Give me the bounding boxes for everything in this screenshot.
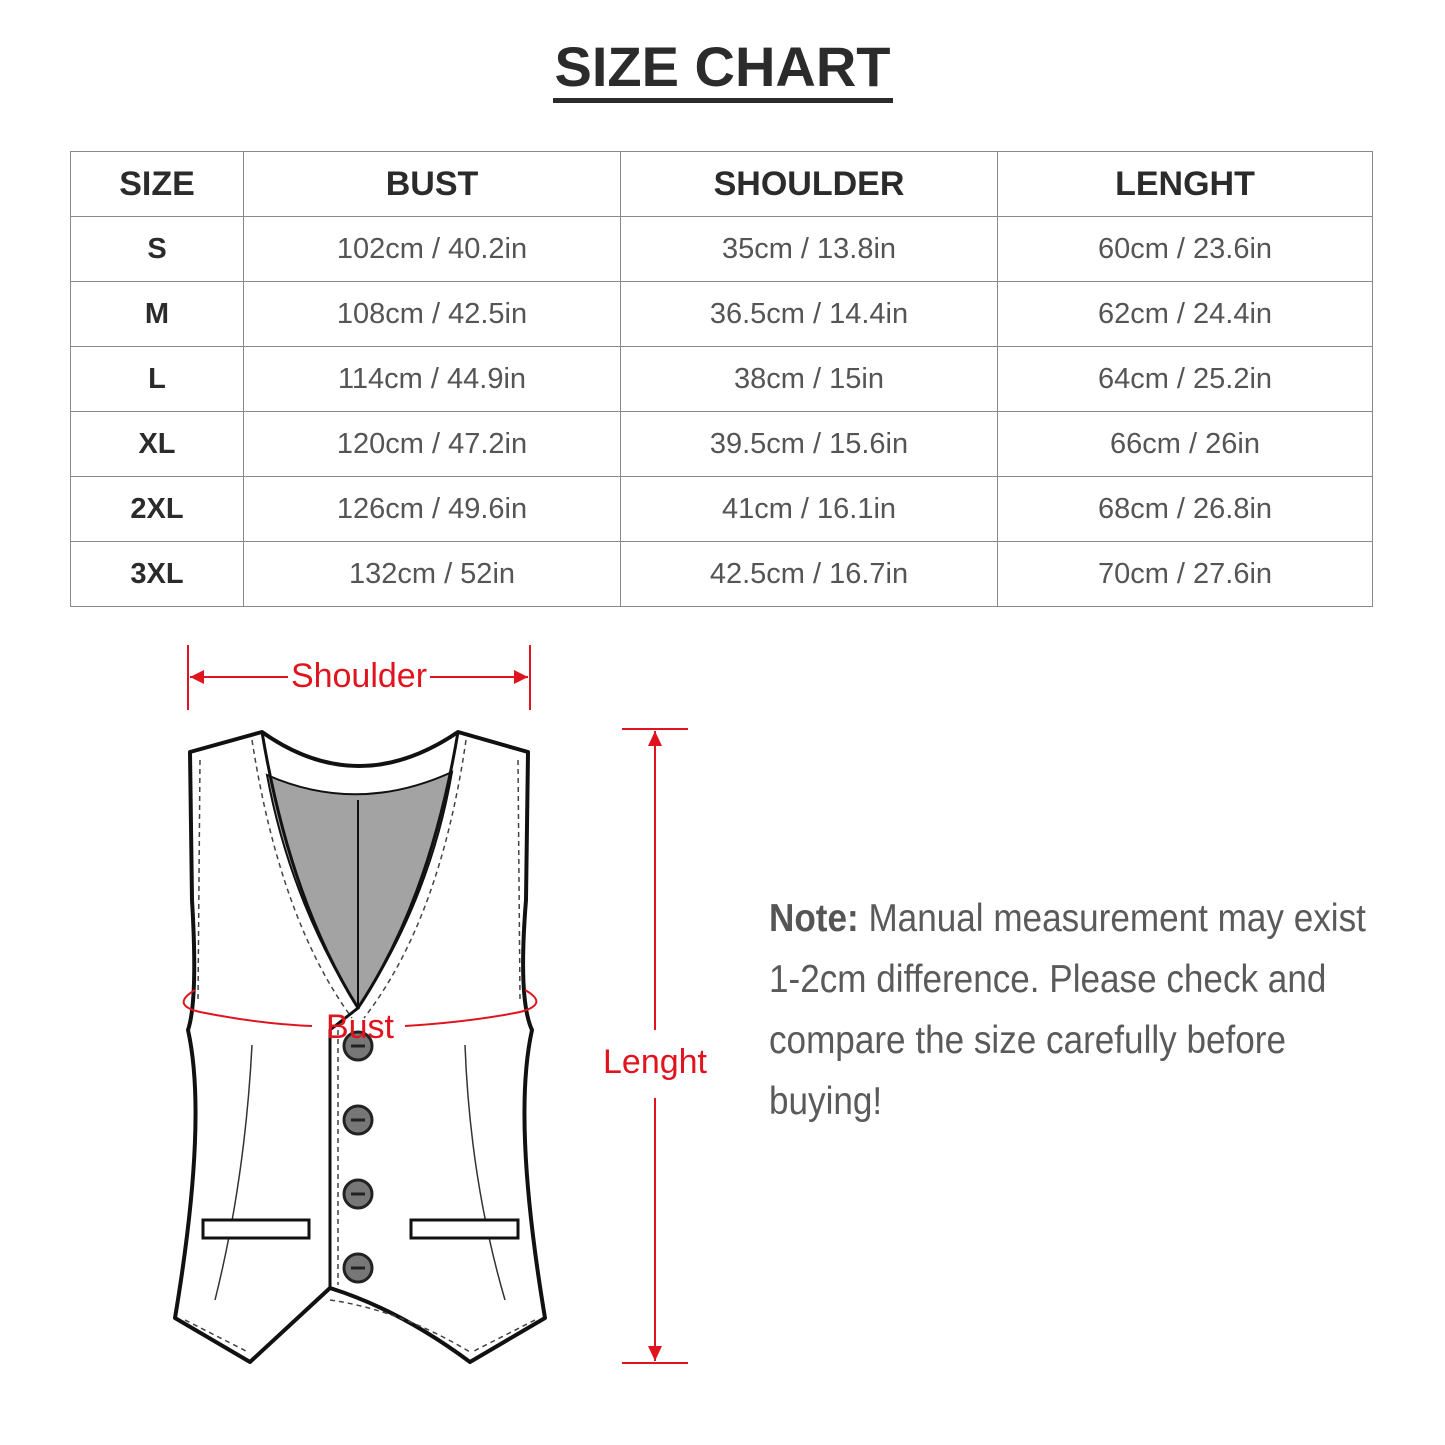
size-table: SIZE BUST SHOULDER LENGHT S 102cm / 40.2i…: [70, 151, 1373, 607]
bust-cell: 120cm / 47.2in: [243, 411, 621, 477]
vest-button: [342, 1178, 374, 1210]
length-cell: 70cm / 27.6in: [997, 541, 1373, 607]
shoulder-cell: 36.5cm / 14.4in: [620, 281, 998, 347]
length-cell: 64cm / 25.2in: [997, 346, 1373, 412]
shoulder-measure: [187, 645, 531, 710]
bust-cell: 126cm / 49.6in: [243, 476, 621, 542]
length-label: Lenght: [603, 1043, 708, 1081]
shoulder-cell: 39.5cm / 15.6in: [620, 411, 998, 477]
table-row: 3XL 132cm / 52in 42.5cm / 16.7in 70cm / 27.…: [70, 541, 1373, 607]
header-shoulder: SHOULDER: [620, 151, 998, 217]
bust-cell: 114cm / 44.9in: [243, 346, 621, 412]
bust-cell: 102cm / 40.2in: [243, 216, 621, 282]
length-cell: 68cm / 26.8in: [997, 476, 1373, 542]
shoulder-cell: 42.5cm / 16.7in: [620, 541, 998, 607]
table-row: L 114cm / 44.9in 38cm / 15in 64cm / 25.2in: [70, 346, 1373, 412]
vest-illustration: [173, 730, 547, 1364]
header-size: SIZE: [70, 151, 244, 217]
shoulder-label: Shoulder: [291, 657, 427, 695]
bust-measure: [182, 989, 538, 1027]
left-pocket: [201, 1218, 311, 1240]
length-measure: [622, 728, 688, 1364]
vest-button: [342, 1252, 374, 1284]
size-cell: L: [70, 346, 244, 412]
vest-button: [342, 1104, 374, 1136]
shoulder-cell: 38cm / 15in: [620, 346, 998, 412]
size-cell: M: [70, 281, 244, 347]
page-title: SIZE CHART: [0, 36, 1445, 103]
table-row: 2XL 126cm / 49.6in 41cm / 16.1in 68cm / 26.…: [70, 476, 1373, 542]
vest-button: [342, 1030, 374, 1062]
size-cell: 3XL: [70, 541, 244, 607]
right-pocket: [409, 1218, 520, 1240]
size-cell: XL: [70, 411, 244, 477]
shoulder-cell: 41cm / 16.1in: [620, 476, 998, 542]
length-cell: 60cm / 23.6in: [997, 216, 1373, 282]
bust-label: Bust: [326, 1008, 395, 1046]
table-row: S 102cm / 40.2in 35cm / 13.8in 60cm / 23.6i…: [70, 216, 1373, 282]
bust-cell: 132cm / 52in: [243, 541, 621, 607]
note-body: Manual measurement may exist 1-2cm diffe…: [769, 897, 1366, 1123]
bust-cell: 108cm / 42.5in: [243, 281, 621, 347]
table-header-row: SIZE BUST SHOULDER LENGHT: [70, 151, 1373, 217]
note-label: Note:: [769, 897, 859, 940]
note-text: Note: Manual measurement may exist 1-2cm…: [769, 888, 1381, 1132]
